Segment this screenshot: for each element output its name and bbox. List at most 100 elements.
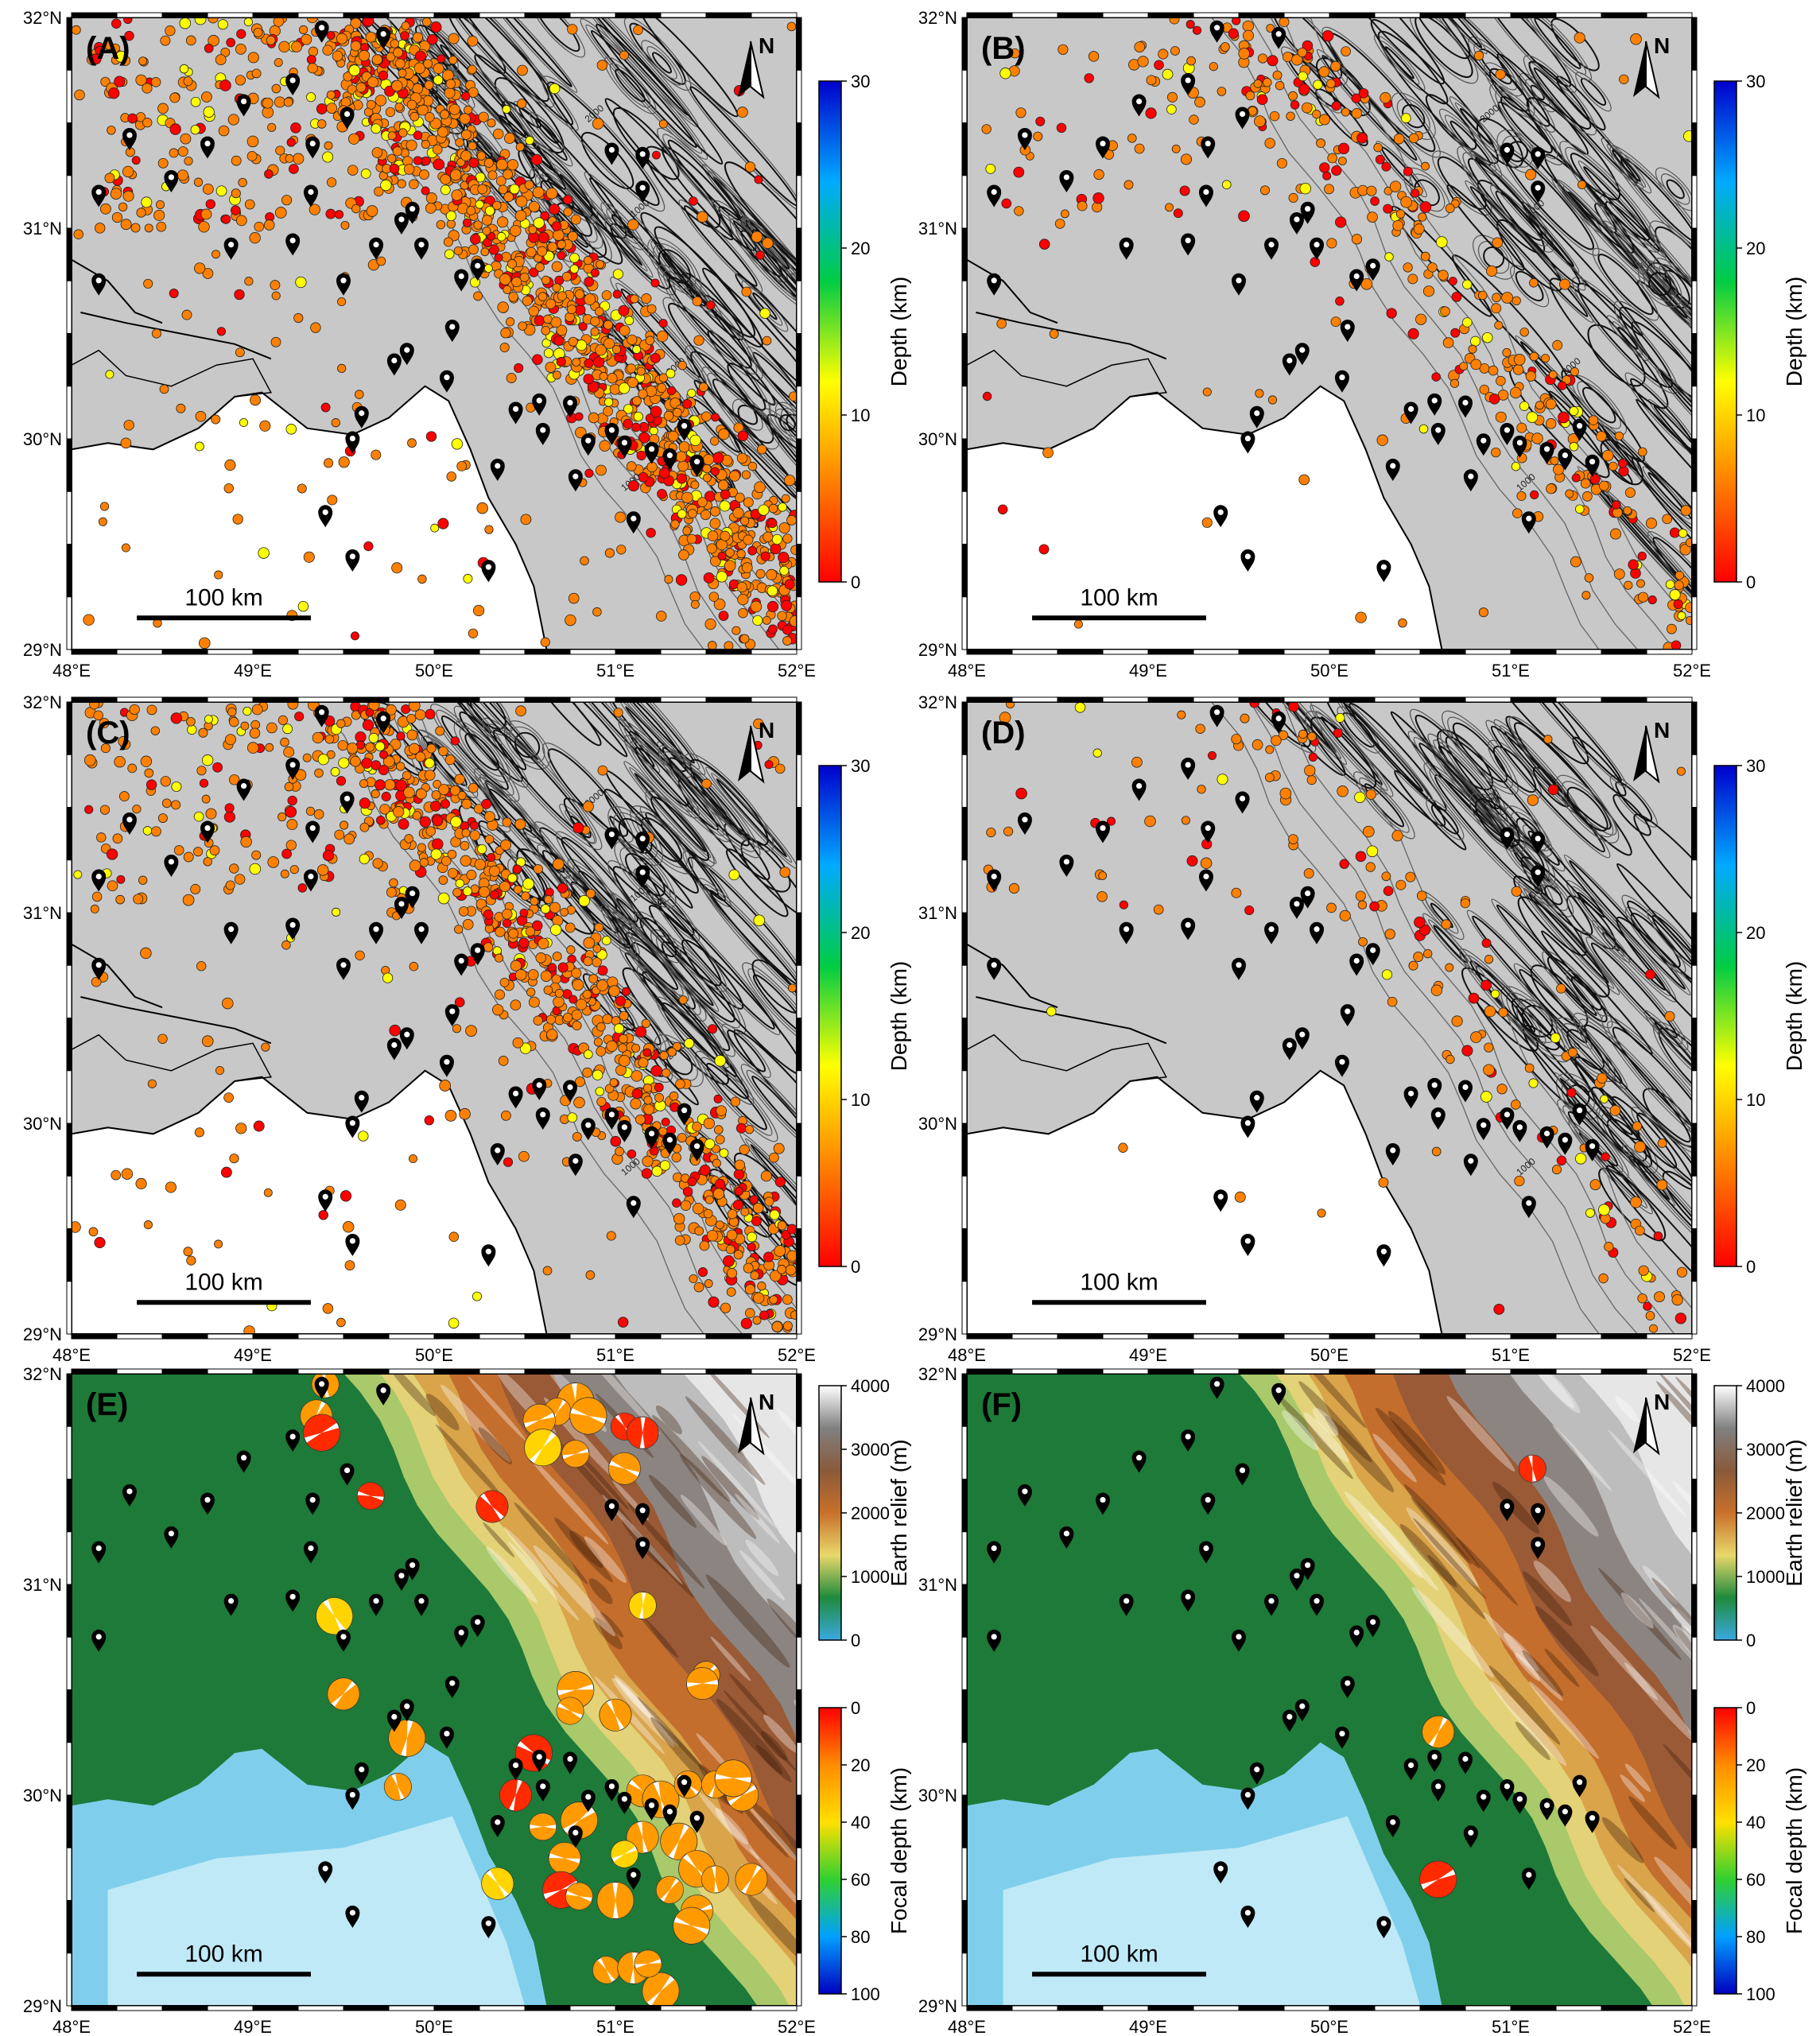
epicenter bbox=[1496, 1084, 1508, 1095]
focal-depth-colorbar-ramp bbox=[818, 1707, 842, 1995]
frame-seg-right bbox=[796, 1742, 802, 1796]
epicenter bbox=[359, 853, 370, 865]
relief-ridge-shade bbox=[755, 1744, 783, 1774]
epicenter bbox=[537, 937, 549, 950]
depth-colorbar-tick-label: 0 bbox=[1746, 1257, 1756, 1277]
epicenter bbox=[687, 388, 697, 398]
beachball-quadrant bbox=[615, 1882, 634, 1919]
epicenter bbox=[497, 301, 509, 313]
epicenter bbox=[1186, 56, 1196, 66]
contour-line bbox=[1477, 241, 1510, 274]
epicenter bbox=[348, 64, 361, 76]
frame-seg-top bbox=[252, 1368, 299, 1375]
epicenter bbox=[592, 356, 605, 368]
epicenter bbox=[664, 575, 673, 584]
frame-seg-bottom bbox=[615, 1333, 662, 1340]
epicenter bbox=[1547, 784, 1559, 796]
frame-seg-left bbox=[961, 1175, 968, 1229]
epicenter bbox=[514, 210, 527, 222]
epicenter bbox=[122, 190, 134, 202]
epicenter bbox=[416, 788, 427, 800]
contour-line bbox=[625, 852, 666, 897]
contour-line bbox=[1562, 781, 1614, 838]
frame-seg-top bbox=[1011, 696, 1058, 703]
epicenter bbox=[499, 881, 510, 893]
epicenter bbox=[693, 335, 704, 346]
contour-line bbox=[1646, 273, 1688, 319]
epicenter bbox=[1683, 130, 1692, 142]
epicenter bbox=[724, 641, 734, 650]
epicenter bbox=[552, 858, 565, 871]
frame-seg-top bbox=[388, 1368, 435, 1375]
epicenter bbox=[322, 45, 333, 56]
epicenter bbox=[312, 731, 324, 744]
epicenter bbox=[619, 324, 631, 336]
contour-line bbox=[623, 735, 700, 819]
beachball-quadrant bbox=[642, 1592, 656, 1619]
epicenter bbox=[306, 55, 316, 64]
epicenter bbox=[601, 936, 611, 945]
epicenter bbox=[1357, 900, 1368, 909]
epicenter bbox=[744, 161, 756, 173]
frame-seg-bottom bbox=[161, 649, 208, 655]
contour-line bbox=[1666, 179, 1685, 200]
frame-seg-bottom bbox=[207, 649, 254, 655]
epicenter bbox=[492, 200, 502, 211]
epicenter bbox=[258, 547, 270, 559]
epicenter bbox=[1195, 723, 1205, 734]
epicenter bbox=[169, 123, 181, 135]
epicenter bbox=[470, 234, 481, 245]
epicenter bbox=[425, 431, 437, 442]
epicenter bbox=[468, 64, 477, 75]
epicenter bbox=[743, 534, 754, 545]
beachball-quadrant bbox=[325, 1374, 339, 1398]
epicenter bbox=[1337, 157, 1347, 165]
epicenter bbox=[478, 886, 491, 898]
panel-label: (D) bbox=[981, 716, 1026, 750]
epicenter bbox=[450, 736, 460, 746]
frame-seg-left bbox=[66, 596, 72, 650]
contour-line bbox=[1465, 954, 1541, 1039]
epicenter bbox=[769, 1152, 779, 1163]
y-tick-label: 32°N bbox=[918, 8, 957, 28]
epicenter bbox=[585, 888, 596, 899]
contour-line bbox=[1643, 266, 1677, 302]
epicenter bbox=[229, 1154, 239, 1164]
epicenter bbox=[99, 718, 110, 728]
epicenter bbox=[283, 747, 295, 758]
epicenter bbox=[320, 402, 331, 413]
epicenter bbox=[532, 354, 543, 365]
epicenter bbox=[654, 1092, 665, 1103]
epicenter bbox=[638, 1057, 649, 1068]
epicenter bbox=[1431, 1146, 1442, 1157]
epicenter bbox=[1015, 787, 1027, 800]
frame-seg-bottom bbox=[1193, 649, 1240, 655]
epicenter bbox=[658, 467, 670, 479]
epicenter bbox=[499, 977, 510, 987]
depth-colorbar-tick-label: 20 bbox=[851, 923, 870, 943]
epicenter bbox=[277, 715, 289, 726]
epicenter bbox=[531, 920, 543, 932]
contour-line bbox=[662, 270, 758, 374]
panel-label: (B) bbox=[981, 31, 1026, 66]
epicenter bbox=[1317, 1208, 1326, 1218]
epicenter bbox=[590, 316, 600, 327]
relief-ridge-shade bbox=[1532, 1374, 1575, 1409]
contour-line bbox=[1603, 220, 1692, 339]
frame-seg-top bbox=[1238, 696, 1285, 703]
epicenter bbox=[240, 836, 252, 848]
relief-ridge-shade bbox=[1488, 1665, 1561, 1745]
epicenter bbox=[469, 820, 479, 830]
epicenter bbox=[468, 782, 479, 793]
contour-line bbox=[1554, 1072, 1676, 1207]
relief-ridge-shade bbox=[576, 1374, 661, 1435]
epicenter bbox=[1671, 1294, 1683, 1306]
contour-line bbox=[1584, 1024, 1691, 1143]
y-tick-label: 30°N bbox=[23, 1114, 62, 1134]
beachball-quadrant bbox=[634, 1950, 661, 1964]
epicenter bbox=[739, 634, 750, 644]
relief-ridge-shade bbox=[701, 1456, 760, 1520]
contour-line bbox=[1559, 1077, 1671, 1200]
